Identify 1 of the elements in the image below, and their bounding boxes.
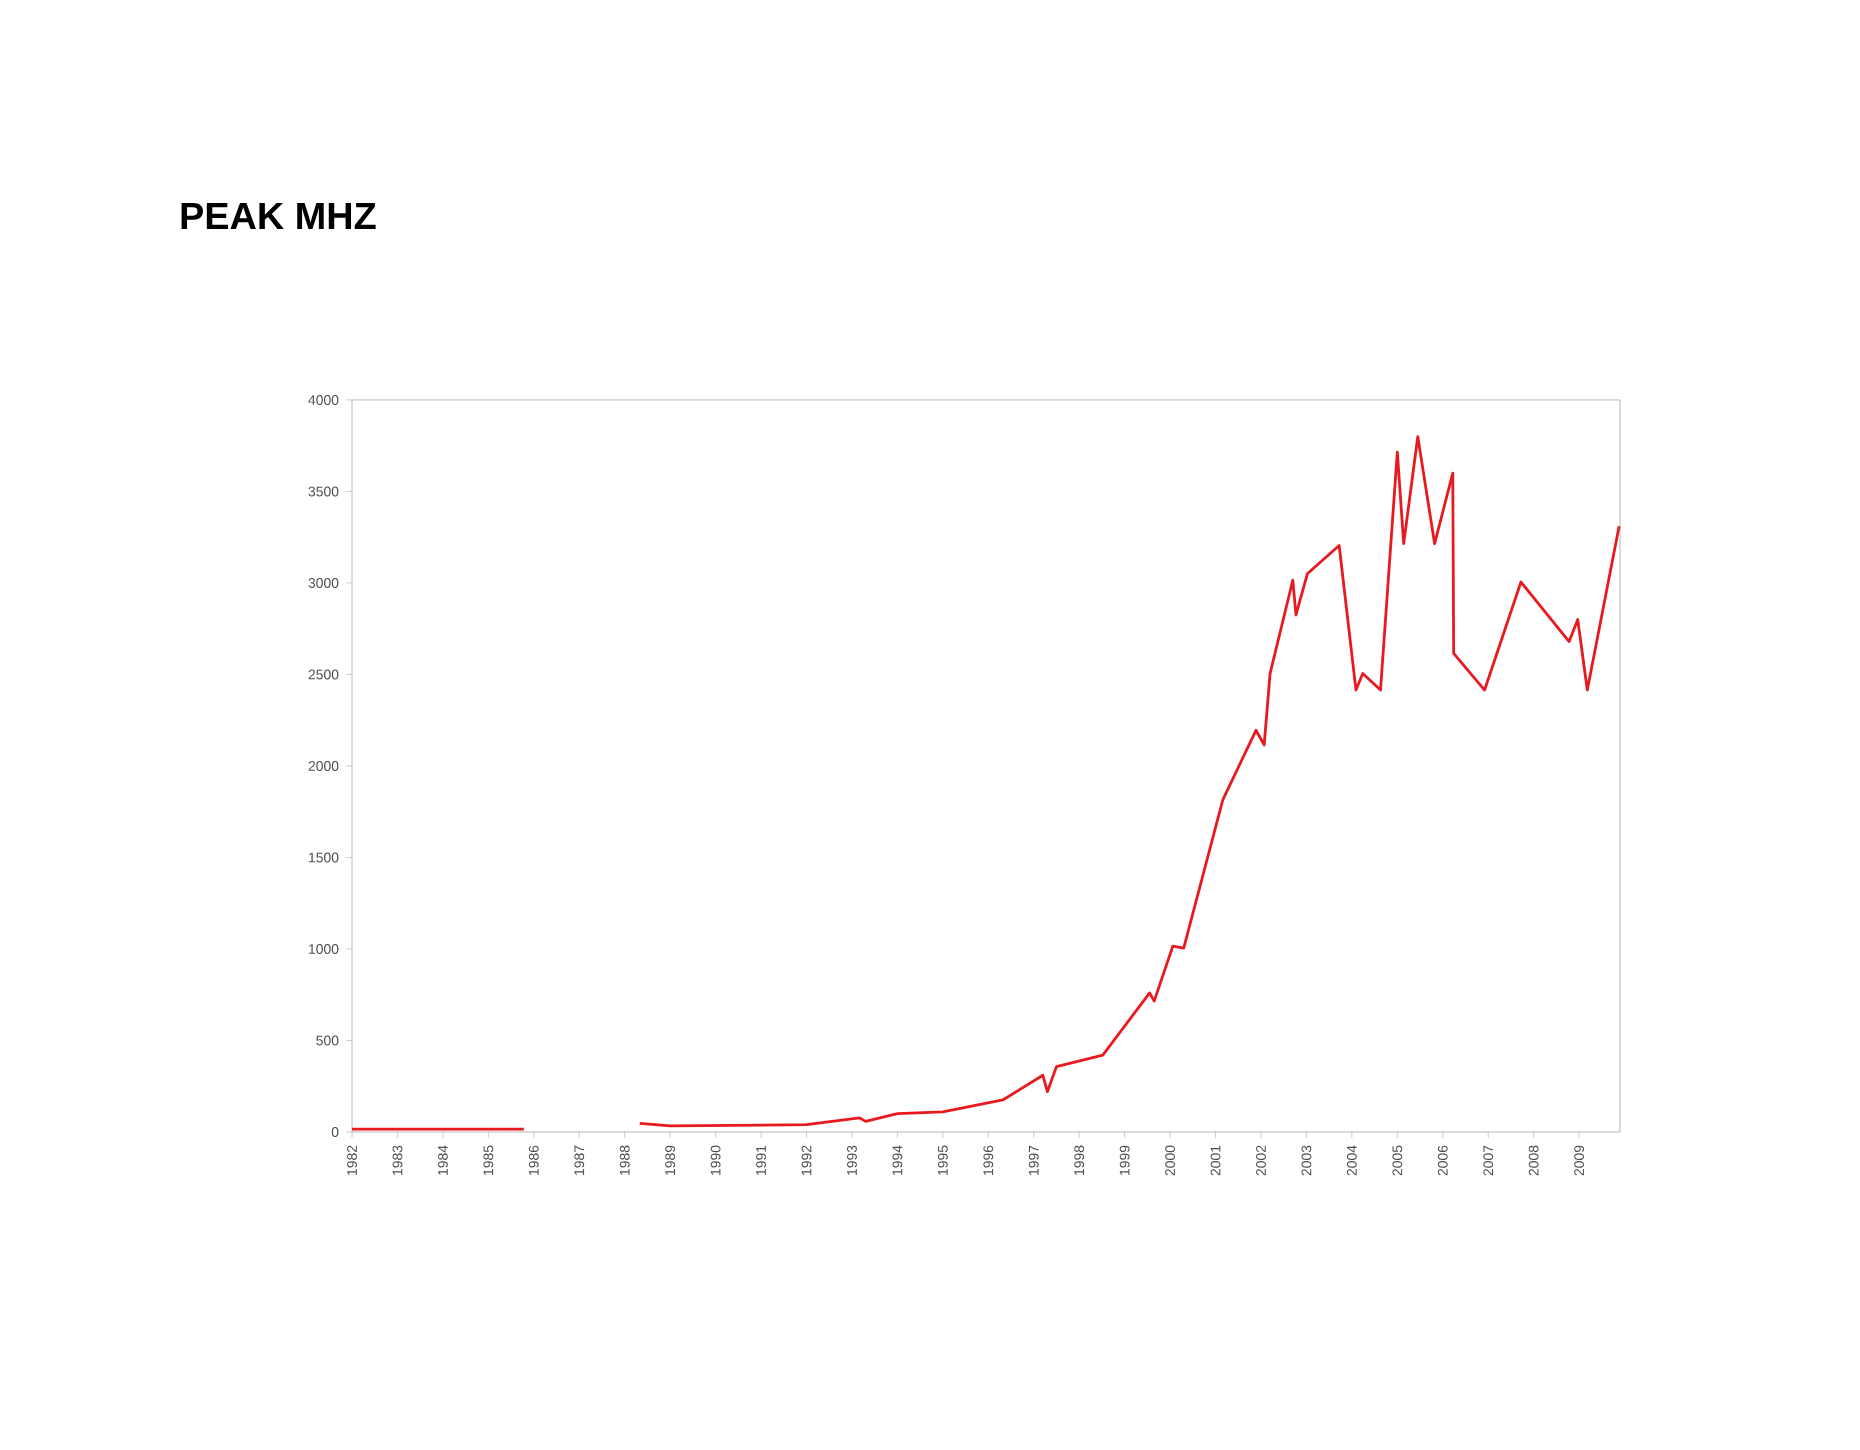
chart-title: PEAK MHZ [181, 202, 376, 229]
